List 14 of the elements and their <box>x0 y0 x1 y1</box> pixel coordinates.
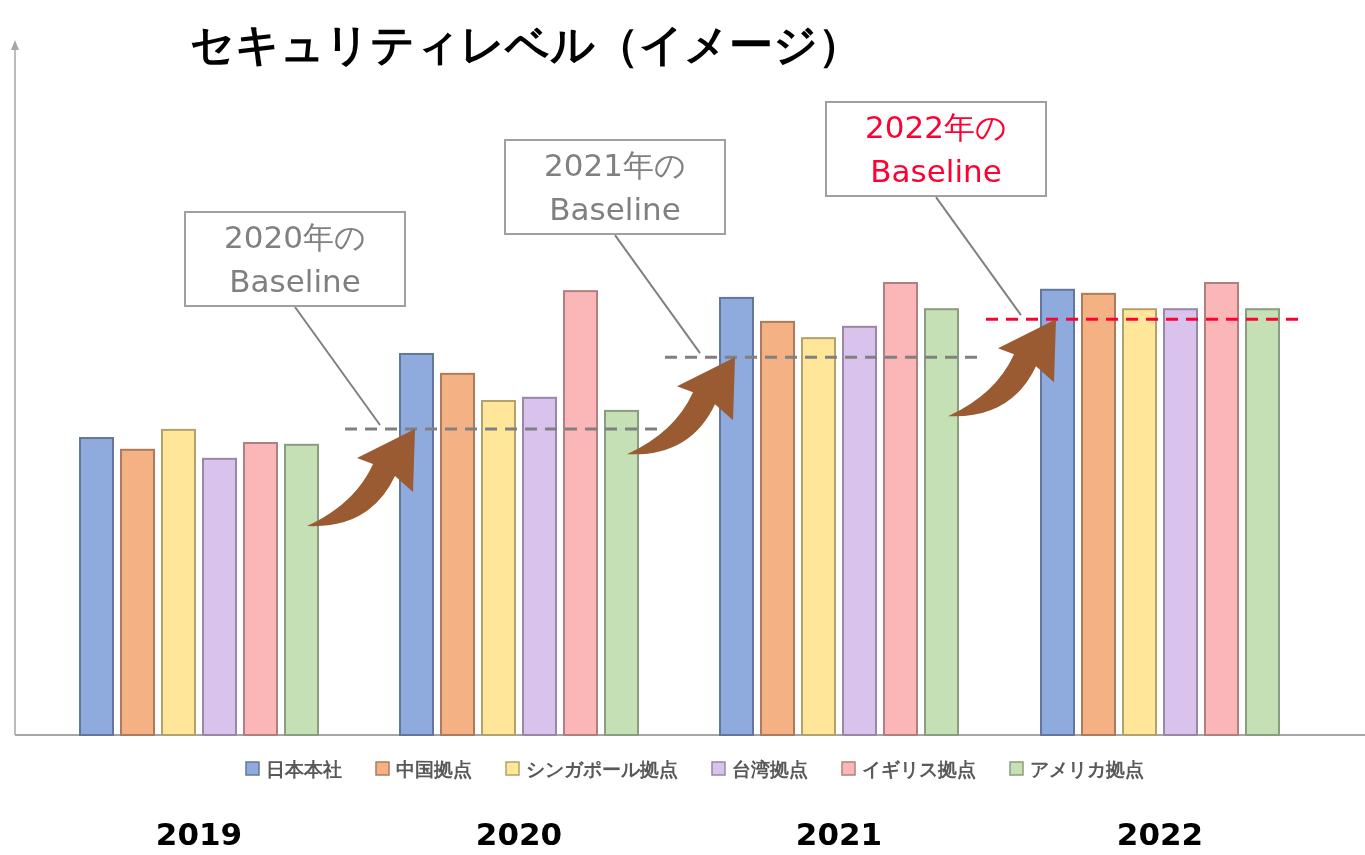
legend-label: シンガポール拠点 <box>526 758 678 780</box>
x-tick-label: 2021 <box>795 816 883 852</box>
x-tick-label: 2020 <box>475 816 563 852</box>
legend-label: 台湾拠点 <box>732 758 808 780</box>
x-tick-label: 2019 <box>155 816 243 852</box>
legend-label: イギリス拠点 <box>862 758 976 780</box>
legend-label: 日本本社 <box>266 758 342 780</box>
chart-title: セキュリティレベル（イメージ） <box>190 19 862 70</box>
legend-label: アメリカ拠点 <box>1030 758 1144 780</box>
ref-line-label: 2021年のBaseline <box>504 139 726 236</box>
x-tick-label: 2022 <box>1116 816 1204 852</box>
ref-line-label: 2022年のBaseline <box>825 101 1047 198</box>
legend-label: 中国拠点 <box>396 758 472 780</box>
ref-line-label: 2020年のBaseline <box>184 210 406 307</box>
